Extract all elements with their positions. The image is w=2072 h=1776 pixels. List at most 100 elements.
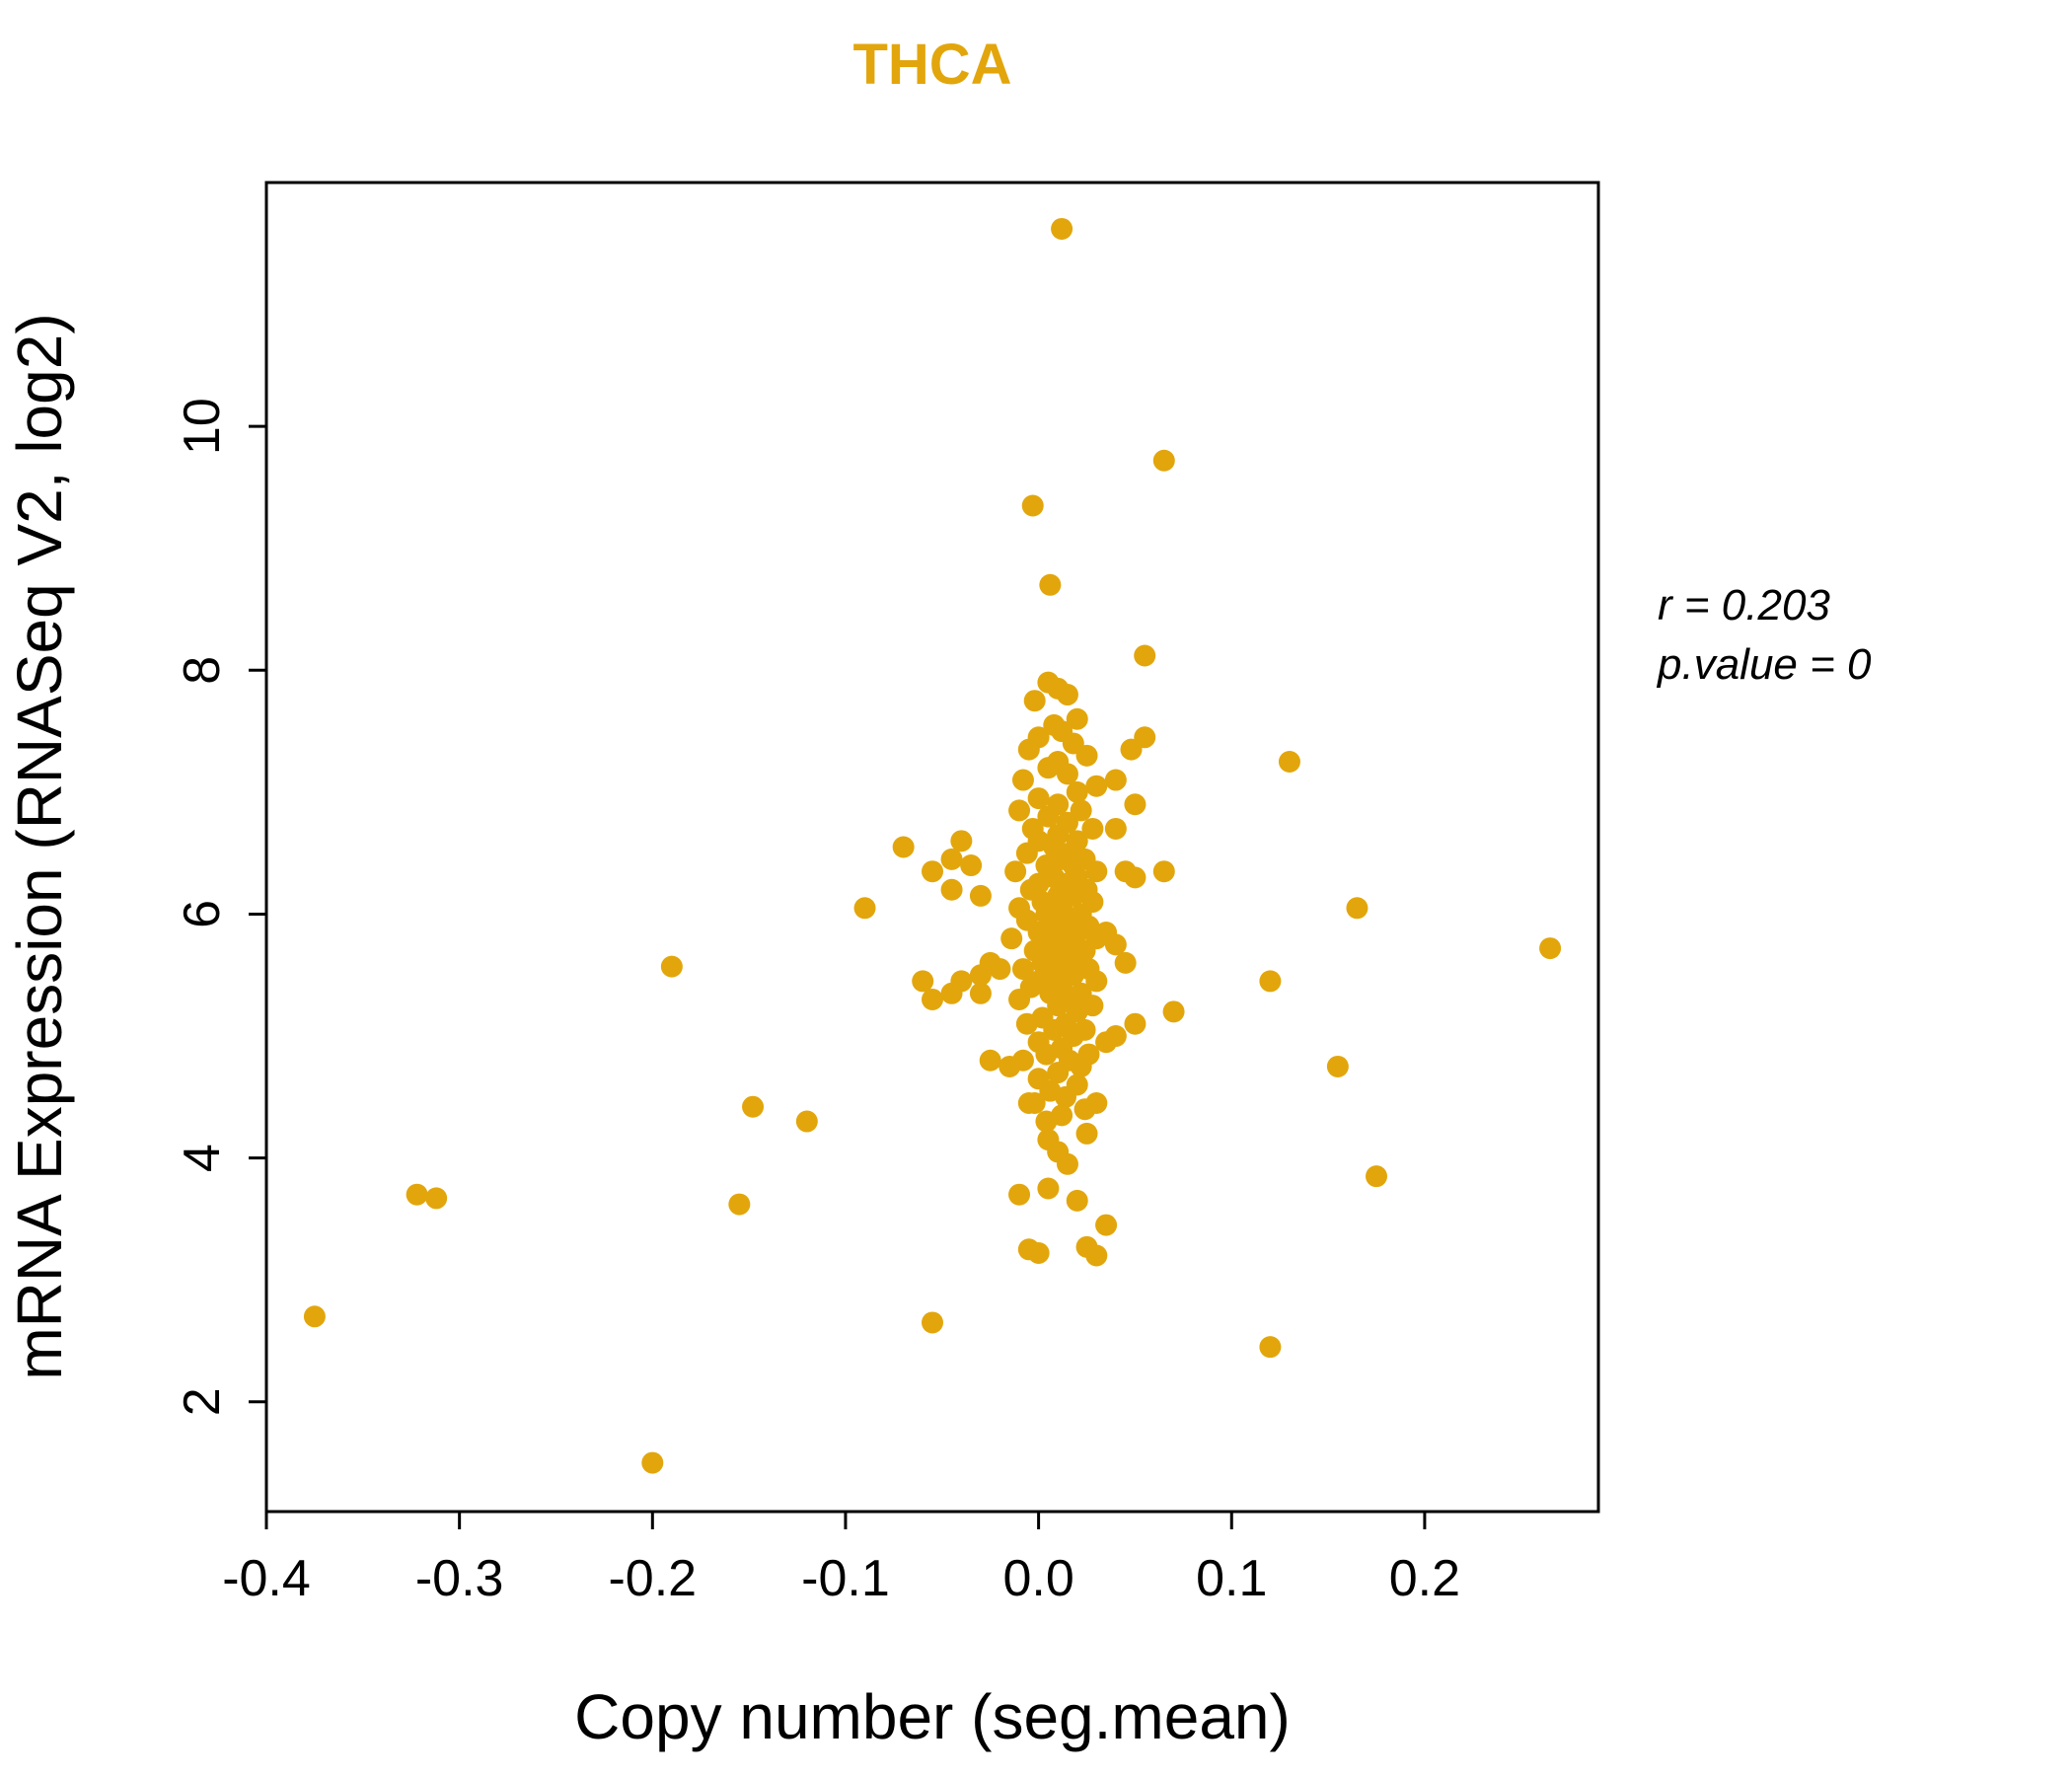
data-point [950, 830, 973, 852]
data-point [1075, 1235, 1098, 1258]
data-point [1104, 769, 1127, 791]
data-point [1027, 1242, 1050, 1265]
data-point [1037, 757, 1060, 779]
data-point [1114, 951, 1137, 974]
data-point [795, 1110, 818, 1133]
data-point [922, 1311, 943, 1334]
y-tick-label: 6 [174, 900, 231, 928]
data-point [1162, 1000, 1185, 1023]
plot-area: -0.4 -0.3 -0.2 -0.1 0.0 0.1 0.2 2 4 6 8 10 [174, 181, 1600, 1607]
data-point [1011, 769, 1034, 791]
x-axis-label: Copy number (seg.mean) [574, 1681, 1291, 1752]
data-point [1085, 860, 1108, 883]
data-point [912, 970, 934, 993]
x-tick-label: -0.1 [801, 1550, 890, 1607]
data-point [1027, 787, 1050, 810]
data-point [1066, 707, 1088, 730]
x-tick-label: 0.1 [1196, 1550, 1267, 1607]
data-point [1039, 573, 1062, 596]
data-point [1346, 897, 1369, 920]
data-point [940, 982, 963, 1004]
data-point [940, 878, 963, 901]
data-point [1134, 644, 1156, 667]
data-point [1015, 842, 1038, 864]
data-point [641, 1451, 664, 1474]
data-point [1000, 927, 1023, 950]
data-point [1043, 1018, 1066, 1041]
data-point [1124, 866, 1147, 889]
data-point [1017, 1092, 1040, 1115]
data-point [922, 988, 943, 1010]
data-point [1008, 988, 1031, 1010]
data-point [1075, 744, 1098, 767]
data-point [1104, 817, 1127, 840]
data-point [1081, 817, 1104, 840]
data-point [303, 1305, 326, 1328]
data-point [1066, 780, 1088, 803]
annotation-r-value: r = 0.203 [1658, 581, 1830, 629]
data-point [1047, 1062, 1070, 1084]
data-point [1085, 775, 1108, 797]
data-point [1366, 1165, 1387, 1188]
data-point [425, 1187, 448, 1210]
data-point [1047, 995, 1070, 1017]
data-point [940, 848, 963, 870]
y-tick-label: 4 [174, 1144, 231, 1172]
data-point [1539, 937, 1562, 960]
y-tick-label: 10 [174, 398, 231, 455]
x-tick-label: -0.2 [608, 1550, 697, 1607]
data-point [1035, 1043, 1058, 1066]
data-point [1095, 1214, 1118, 1236]
data-point [1124, 793, 1147, 816]
data-point [1008, 799, 1031, 822]
data-point [1035, 1110, 1058, 1133]
data-point [1152, 860, 1175, 883]
data-point [979, 951, 1001, 974]
y-tick-label: 8 [174, 656, 231, 685]
data-point [1023, 690, 1046, 712]
data-point [1015, 1012, 1038, 1035]
data-point [660, 955, 683, 978]
data-point [1124, 1012, 1147, 1035]
data-point [728, 1193, 751, 1216]
data-point [892, 836, 915, 858]
data-point [1085, 970, 1108, 993]
data-point [1051, 217, 1073, 240]
x-tick-label: 0.0 [1002, 1550, 1073, 1607]
data-point [1056, 763, 1078, 785]
data-point [922, 860, 943, 883]
data-point [1008, 1183, 1031, 1206]
data-point [1017, 738, 1040, 761]
data-point [1120, 738, 1143, 761]
data-point [1021, 494, 1044, 517]
data-point [1278, 750, 1300, 773]
data-point [1259, 1336, 1282, 1359]
data-point [1037, 1177, 1060, 1200]
data-point [1085, 1092, 1108, 1115]
data-point [1152, 449, 1175, 472]
data-point [1066, 1189, 1088, 1212]
data-point [1004, 860, 1027, 883]
x-tick-label: -0.4 [222, 1550, 311, 1607]
data-point [1055, 1085, 1076, 1108]
data-point [1095, 922, 1118, 944]
data-point [742, 1095, 765, 1118]
data-point [1075, 1122, 1098, 1145]
data-point [969, 982, 992, 1004]
data-point [969, 884, 992, 907]
data-point [853, 897, 876, 920]
x-tick-label: 0.2 [1389, 1550, 1460, 1607]
data-point [1326, 1055, 1349, 1077]
data-point [1070, 1055, 1092, 1077]
data-point [1056, 1152, 1078, 1175]
data-point [1259, 970, 1282, 993]
y-tick-label: 2 [174, 1387, 231, 1416]
y-axis-label: mRNA Expression (RNASeq V2, log2) [4, 313, 75, 1379]
data-point [979, 1049, 1001, 1072]
data-point [999, 1055, 1021, 1077]
data-point [960, 854, 983, 877]
plot-box [264, 181, 1600, 1514]
annotation-p-value: p.value = 0 [1656, 640, 1872, 689]
